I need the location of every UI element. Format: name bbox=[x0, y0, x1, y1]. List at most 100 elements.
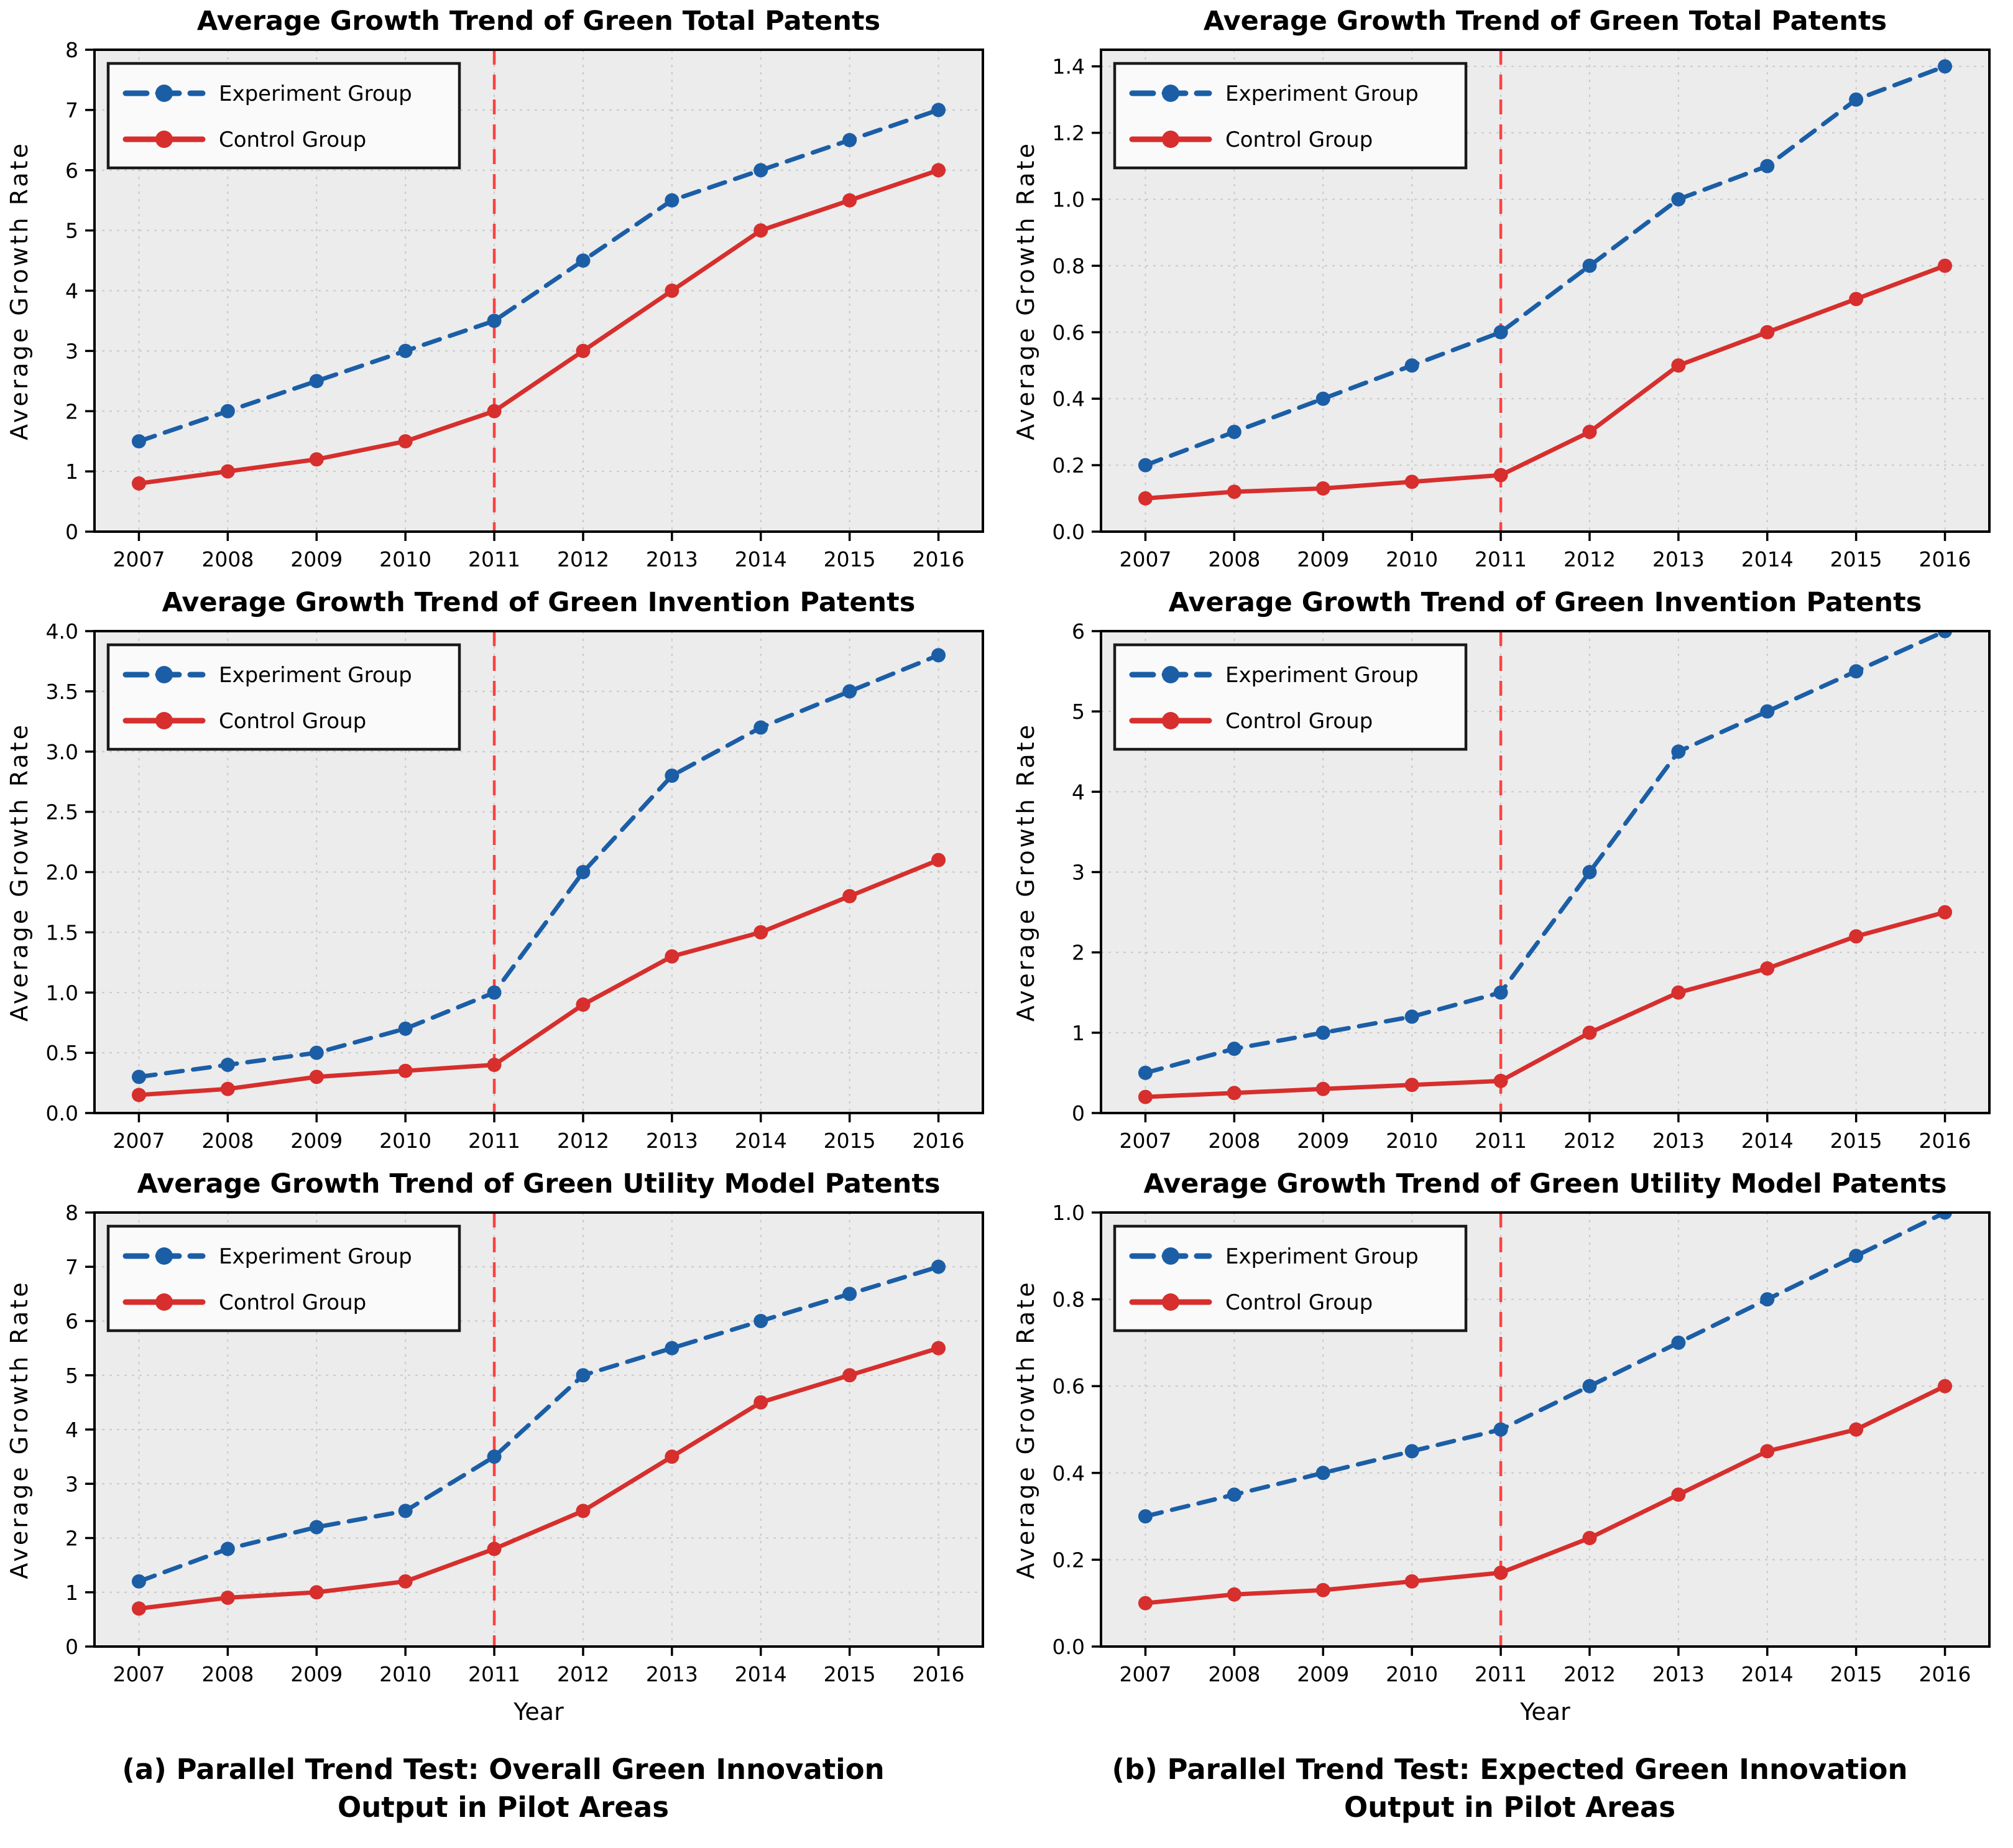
svg-text:2016: 2016 bbox=[1919, 1662, 1971, 1686]
svg-text:2015: 2015 bbox=[1830, 1662, 1882, 1686]
svg-text:1.2: 1.2 bbox=[1053, 121, 1085, 146]
svg-text:2015: 2015 bbox=[824, 1662, 876, 1686]
svg-text:3.0: 3.0 bbox=[46, 740, 78, 764]
svg-text:6: 6 bbox=[65, 159, 78, 183]
svg-text:8: 8 bbox=[65, 38, 78, 62]
svg-text:0.0: 0.0 bbox=[1053, 520, 1085, 544]
svg-text:2013: 2013 bbox=[646, 1662, 698, 1686]
svg-text:2: 2 bbox=[65, 1527, 78, 1551]
svg-text:0: 0 bbox=[1072, 1101, 1085, 1125]
chart-green-utility-model-patents-expected: 2007 2008 2009 2010 2011 2012 2013 2014 2015 2016… bbox=[1012, 1168, 1991, 1726]
svg-text:2011: 2011 bbox=[468, 1129, 520, 1153]
svg-text:Year: Year bbox=[1519, 1698, 1570, 1726]
svg-text:Control Group: Control Group bbox=[219, 1290, 366, 1315]
svg-text:Average Growth Trend of Green: Average Growth Trend of Green Total Pate… bbox=[1204, 6, 1887, 37]
svg-text:2016: 2016 bbox=[913, 1129, 965, 1153]
chart-cell-utility-patents-expected: 2007 2008 2009 2010 2011 2012 2013 2014 2015 2016… bbox=[1007, 1163, 2013, 1735]
svg-text:1: 1 bbox=[65, 1581, 78, 1605]
svg-text:2: 2 bbox=[1072, 941, 1085, 965]
svg-text:2008: 2008 bbox=[1208, 1662, 1260, 1686]
svg-text:0.6: 0.6 bbox=[1053, 320, 1085, 344]
svg-text:2016: 2016 bbox=[913, 1662, 965, 1686]
svg-text:2013: 2013 bbox=[646, 547, 698, 571]
svg-text:2013: 2013 bbox=[1652, 1662, 1705, 1686]
svg-text:2010: 2010 bbox=[379, 1129, 431, 1153]
svg-text:2012: 2012 bbox=[1564, 1129, 1616, 1153]
svg-text:Control Group: Control Group bbox=[219, 709, 366, 734]
svg-text:2014: 2014 bbox=[1741, 1662, 1794, 1686]
svg-text:2012: 2012 bbox=[557, 1662, 609, 1686]
svg-text:Experiment Group: Experiment Group bbox=[219, 663, 412, 688]
svg-text:2007: 2007 bbox=[1119, 1662, 1171, 1686]
svg-text:5: 5 bbox=[65, 219, 78, 243]
svg-text:Average Growth Rate: Average Growth Rate bbox=[1012, 1280, 1039, 1579]
svg-text:2008: 2008 bbox=[1208, 547, 1260, 571]
svg-text:2.5: 2.5 bbox=[46, 800, 78, 825]
svg-text:4: 4 bbox=[65, 279, 78, 303]
svg-text:0.8: 0.8 bbox=[1053, 1288, 1085, 1312]
svg-text:2011: 2011 bbox=[468, 1662, 520, 1686]
svg-text:3: 3 bbox=[65, 1472, 78, 1496]
svg-text:2012: 2012 bbox=[557, 547, 609, 571]
svg-text:5: 5 bbox=[65, 1364, 78, 1388]
svg-text:2011: 2011 bbox=[1475, 1662, 1527, 1686]
svg-text:0.2: 0.2 bbox=[1053, 453, 1085, 478]
svg-text:2: 2 bbox=[65, 399, 78, 423]
chart-green-invention-patents-expected: 2007 2008 2009 2010 2011 2012 2013 2014 2015 2016… bbox=[1012, 587, 1991, 1153]
svg-text:6: 6 bbox=[65, 1310, 78, 1334]
svg-text:0.0: 0.0 bbox=[46, 1101, 78, 1125]
svg-text:Experiment Group: Experiment Group bbox=[219, 1244, 412, 1269]
svg-text:2014: 2014 bbox=[735, 1129, 787, 1153]
svg-text:1: 1 bbox=[1072, 1021, 1085, 1045]
svg-text:4.0: 4.0 bbox=[46, 619, 78, 644]
svg-text:3: 3 bbox=[65, 339, 78, 363]
svg-text:2013: 2013 bbox=[646, 1129, 698, 1153]
charts-grid: 2007 2008 2009 2010 2011 2012 2013 2014 2015 2016… bbox=[0, 0, 2013, 1735]
svg-text:Average Growth Rate: Average Growth Rate bbox=[6, 723, 33, 1022]
svg-text:Average Growth Rate: Average Growth Rate bbox=[1012, 141, 1039, 440]
svg-text:2011: 2011 bbox=[468, 547, 520, 571]
svg-text:0.5: 0.5 bbox=[46, 1041, 78, 1065]
svg-text:2016: 2016 bbox=[1919, 547, 1971, 571]
svg-text:6: 6 bbox=[1072, 619, 1085, 644]
svg-text:2015: 2015 bbox=[824, 547, 876, 571]
svg-text:2007: 2007 bbox=[113, 1662, 165, 1686]
svg-text:8: 8 bbox=[65, 1201, 78, 1225]
svg-text:1.0: 1.0 bbox=[1053, 1201, 1085, 1225]
svg-text:2008: 2008 bbox=[1208, 1129, 1260, 1153]
svg-text:2009: 2009 bbox=[290, 1662, 343, 1686]
svg-text:2007: 2007 bbox=[1119, 547, 1171, 571]
svg-text:Experiment Group: Experiment Group bbox=[219, 81, 412, 106]
svg-text:0.6: 0.6 bbox=[1053, 1374, 1085, 1398]
svg-text:Experiment Group: Experiment Group bbox=[1225, 663, 1419, 688]
svg-text:2.0: 2.0 bbox=[46, 861, 78, 885]
svg-text:Average Growth Rate: Average Growth Rate bbox=[6, 141, 33, 440]
svg-text:1.4: 1.4 bbox=[1053, 55, 1085, 79]
svg-text:2012: 2012 bbox=[1564, 1662, 1616, 1686]
svg-text:1: 1 bbox=[65, 460, 78, 484]
chart-green-total-patents-expected: 2007 2008 2009 2010 2011 2012 2013 2014 2015 2016… bbox=[1012, 6, 1991, 571]
svg-text:2015: 2015 bbox=[1830, 547, 1882, 571]
svg-text:2010: 2010 bbox=[1386, 1129, 1438, 1153]
svg-text:2010: 2010 bbox=[379, 547, 431, 571]
svg-text:2008: 2008 bbox=[201, 547, 254, 571]
svg-text:5: 5 bbox=[1072, 700, 1085, 724]
chart-cell-invention-patents-expected: 2007 2008 2009 2010 2011 2012 2013 2014 2015 2016… bbox=[1007, 581, 2013, 1163]
svg-text:2012: 2012 bbox=[1564, 547, 1616, 571]
svg-text:Average Growth Rate: Average Growth Rate bbox=[6, 1280, 33, 1579]
chart-cell-total-patents-overall: 2007 2008 2009 2010 2011 2012 2013 2014 2015 2016… bbox=[0, 0, 1007, 581]
svg-text:2016: 2016 bbox=[913, 547, 965, 571]
svg-text:Average Growth Trend of Green: Average Growth Trend of Green Invention … bbox=[1169, 587, 1922, 618]
svg-text:2008: 2008 bbox=[201, 1662, 254, 1686]
svg-text:2009: 2009 bbox=[290, 547, 343, 571]
svg-text:2010: 2010 bbox=[1386, 547, 1438, 571]
svg-text:Control Group: Control Group bbox=[1225, 1290, 1373, 1315]
svg-text:Average Growth Trend of Green: Average Growth Trend of Green Utility Mo… bbox=[137, 1168, 940, 1199]
svg-text:2013: 2013 bbox=[1652, 1129, 1705, 1153]
svg-text:Control Group: Control Group bbox=[1225, 127, 1373, 152]
svg-text:1.0: 1.0 bbox=[1053, 188, 1085, 212]
svg-text:2007: 2007 bbox=[1119, 1129, 1171, 1153]
svg-text:0.4: 0.4 bbox=[1053, 1461, 1085, 1485]
svg-text:2009: 2009 bbox=[1297, 1129, 1349, 1153]
svg-text:Control Group: Control Group bbox=[1225, 709, 1373, 734]
